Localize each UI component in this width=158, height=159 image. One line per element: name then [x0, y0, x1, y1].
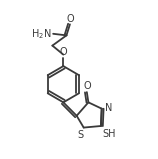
Text: N: N [105, 103, 112, 113]
Text: O: O [60, 47, 67, 57]
Text: H$_2$N: H$_2$N [31, 27, 52, 41]
Text: S: S [78, 130, 84, 140]
Text: SH: SH [103, 129, 116, 139]
Text: O: O [66, 14, 74, 24]
Text: O: O [83, 81, 91, 91]
